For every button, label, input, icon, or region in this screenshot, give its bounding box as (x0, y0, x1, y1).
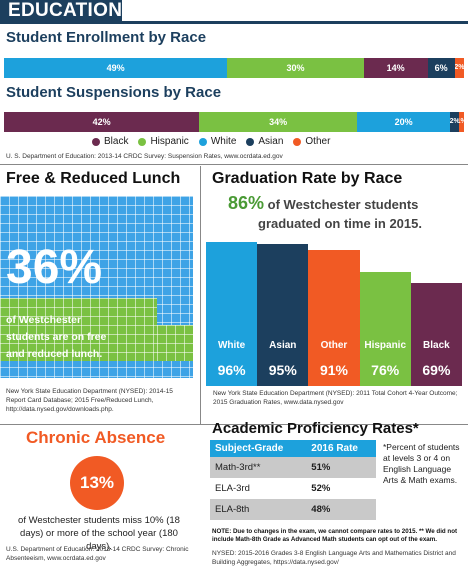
legend-swatch (198, 137, 207, 146)
graduation-bar-value: 76% (371, 362, 400, 378)
race-legend: Black Hispanic White Asian Other (92, 136, 340, 147)
graduation-bar-value: 95% (268, 362, 297, 378)
graduation-bar-label: White (217, 340, 246, 351)
row-rate: 48% (306, 499, 376, 520)
legend-swatch (138, 137, 147, 146)
proficiency-title: Academic Proficiency Rates* (212, 420, 419, 437)
enrollment-bar: 49% 30% 14% 6% 2% (4, 58, 464, 78)
graduation-bar-other: Other 91% (308, 249, 360, 386)
proficiency-header-row: Subject-Grade 2016 Rate (210, 440, 376, 457)
graduation-chart: White 96% Asian 95% Other 91% Hispanic 76% Black… (206, 236, 462, 386)
suspensions-segment-hispanic: 34% (199, 112, 358, 132)
absence-title: Chronic Absence (26, 428, 166, 447)
legend-item-hispanic: Hispanic (138, 136, 189, 147)
suspensions-bar: 42%34%20%2%1% (4, 112, 464, 132)
enrollment-segment-other: 2% (454, 58, 464, 78)
legend-item-black: Black (92, 136, 128, 147)
divider-vertical (200, 166, 201, 424)
graduation-bar-label: Asian (269, 340, 297, 351)
proficiency-table: Subject-Grade 2016 Rate Math-3rd** 51% E… (210, 440, 376, 520)
legend-swatch (246, 137, 255, 146)
suspensions-segment-asian: 2% (450, 112, 460, 132)
lunch-source: New York State Education Department (NYS… (6, 388, 173, 413)
lunch-text-line-1: of Westchester (6, 314, 82, 326)
suspensions-segment-other: 1% (459, 112, 464, 132)
legend-swatch (92, 137, 100, 146)
absence-source: U.S. Department of Education: 2013-14 CR… (6, 546, 189, 562)
absence-badge: 13% (70, 456, 124, 510)
graduation-bar-black: Black 69% (410, 282, 462, 386)
enrollment-segment-hispanic: 30% (227, 58, 364, 78)
legend-item-asian: Asian (246, 136, 283, 147)
row-subject: ELA-8th (210, 499, 307, 520)
suspensions-segment-black: 42% (4, 112, 200, 132)
lunch-grid-filled-cells (157, 325, 193, 361)
graduation-bar-white: White 96% (206, 242, 258, 386)
graduation-title: Graduation Rate by Race (212, 170, 403, 187)
graduation-bar-value: 91% (319, 362, 348, 378)
lunch-title: Free & Reduced Lunch (6, 170, 181, 187)
legend-item-other: Other (293, 136, 330, 147)
proficiency-note: NOTE: Due to changes in the exam, we can… (212, 528, 458, 544)
legend-swatch (293, 137, 302, 146)
graduation-bar-value: 69% (422, 362, 451, 378)
lunch-text-line-3: and reduced lunch. (6, 348, 103, 360)
col-2016-rate: 2016 Rate (306, 440, 376, 457)
lunch-percent: 36% (6, 241, 103, 294)
graduation-summary: 86% of Westchester students (228, 194, 418, 214)
legend-label: Other (305, 136, 331, 147)
row-rate: 51% (306, 457, 376, 478)
page-title: EDUCATION (0, 0, 122, 22)
suspensions-segment-white: 20% (357, 112, 451, 132)
lunch-text-line-2: students are on free (6, 331, 107, 343)
suspensions-title: Student Suspensions by Race (6, 84, 222, 101)
lunch-text: of Westchester students are on free and … (6, 312, 106, 363)
graduation-text-1: of Westchester students (267, 197, 419, 212)
col-subject-grade: Subject-Grade (210, 440, 307, 457)
divider-bottom (0, 424, 468, 425)
legend-item-white: White (198, 136, 237, 147)
proficiency-footnote: *Percent of students at levels 3 or 4 on… (383, 442, 460, 485)
legend-label: Black (104, 136, 129, 147)
enrollment-title: Student Enrollment by Race (6, 29, 207, 46)
enrollment-segment-black: 14% (363, 58, 428, 78)
absence-text: of Westchester students miss 10% (18 day… (18, 515, 180, 552)
table-row: ELA-3rd 52% (210, 478, 376, 499)
graduation-bar-label: Other (320, 340, 348, 351)
table-row: ELA-8th 48% (210, 499, 376, 520)
graduation-bar-label: Hispanic (364, 340, 407, 351)
enrollment-segment-asian: 6% (427, 58, 455, 78)
source-enrollment: U. S. Department of Education: 2013-14 C… (6, 153, 283, 160)
graduation-bar-value: 96% (217, 362, 246, 378)
graduation-bar-hispanic: Hispanic 76% (359, 272, 411, 386)
lunch-text-panel (0, 298, 157, 361)
table-row: Math-3rd** 51% (210, 457, 376, 478)
graduation-bar-label: Black (423, 340, 450, 351)
row-rate: 52% (311, 483, 331, 494)
header-rule (0, 21, 468, 24)
legend-label: Asian (258, 136, 284, 147)
graduation-source: New York State Education Department (NYS… (213, 390, 458, 406)
graduation-percent: 86% (228, 193, 265, 213)
legend-label: Hispanic (150, 136, 189, 147)
divider-top (0, 164, 468, 165)
row-subject: ELA-3rd (215, 483, 250, 494)
row-subject: Math-3rd** (210, 457, 307, 478)
proficiency-source: NYSED: 2015-2016 Grades 3-8 English Lang… (212, 550, 456, 566)
enrollment-segment-white: 49% (4, 58, 228, 78)
graduation-bar-asian: Asian 95% (257, 243, 309, 386)
legend-label: White (210, 136, 237, 147)
graduation-text-2: graduated on time in 2015. (258, 216, 422, 231)
